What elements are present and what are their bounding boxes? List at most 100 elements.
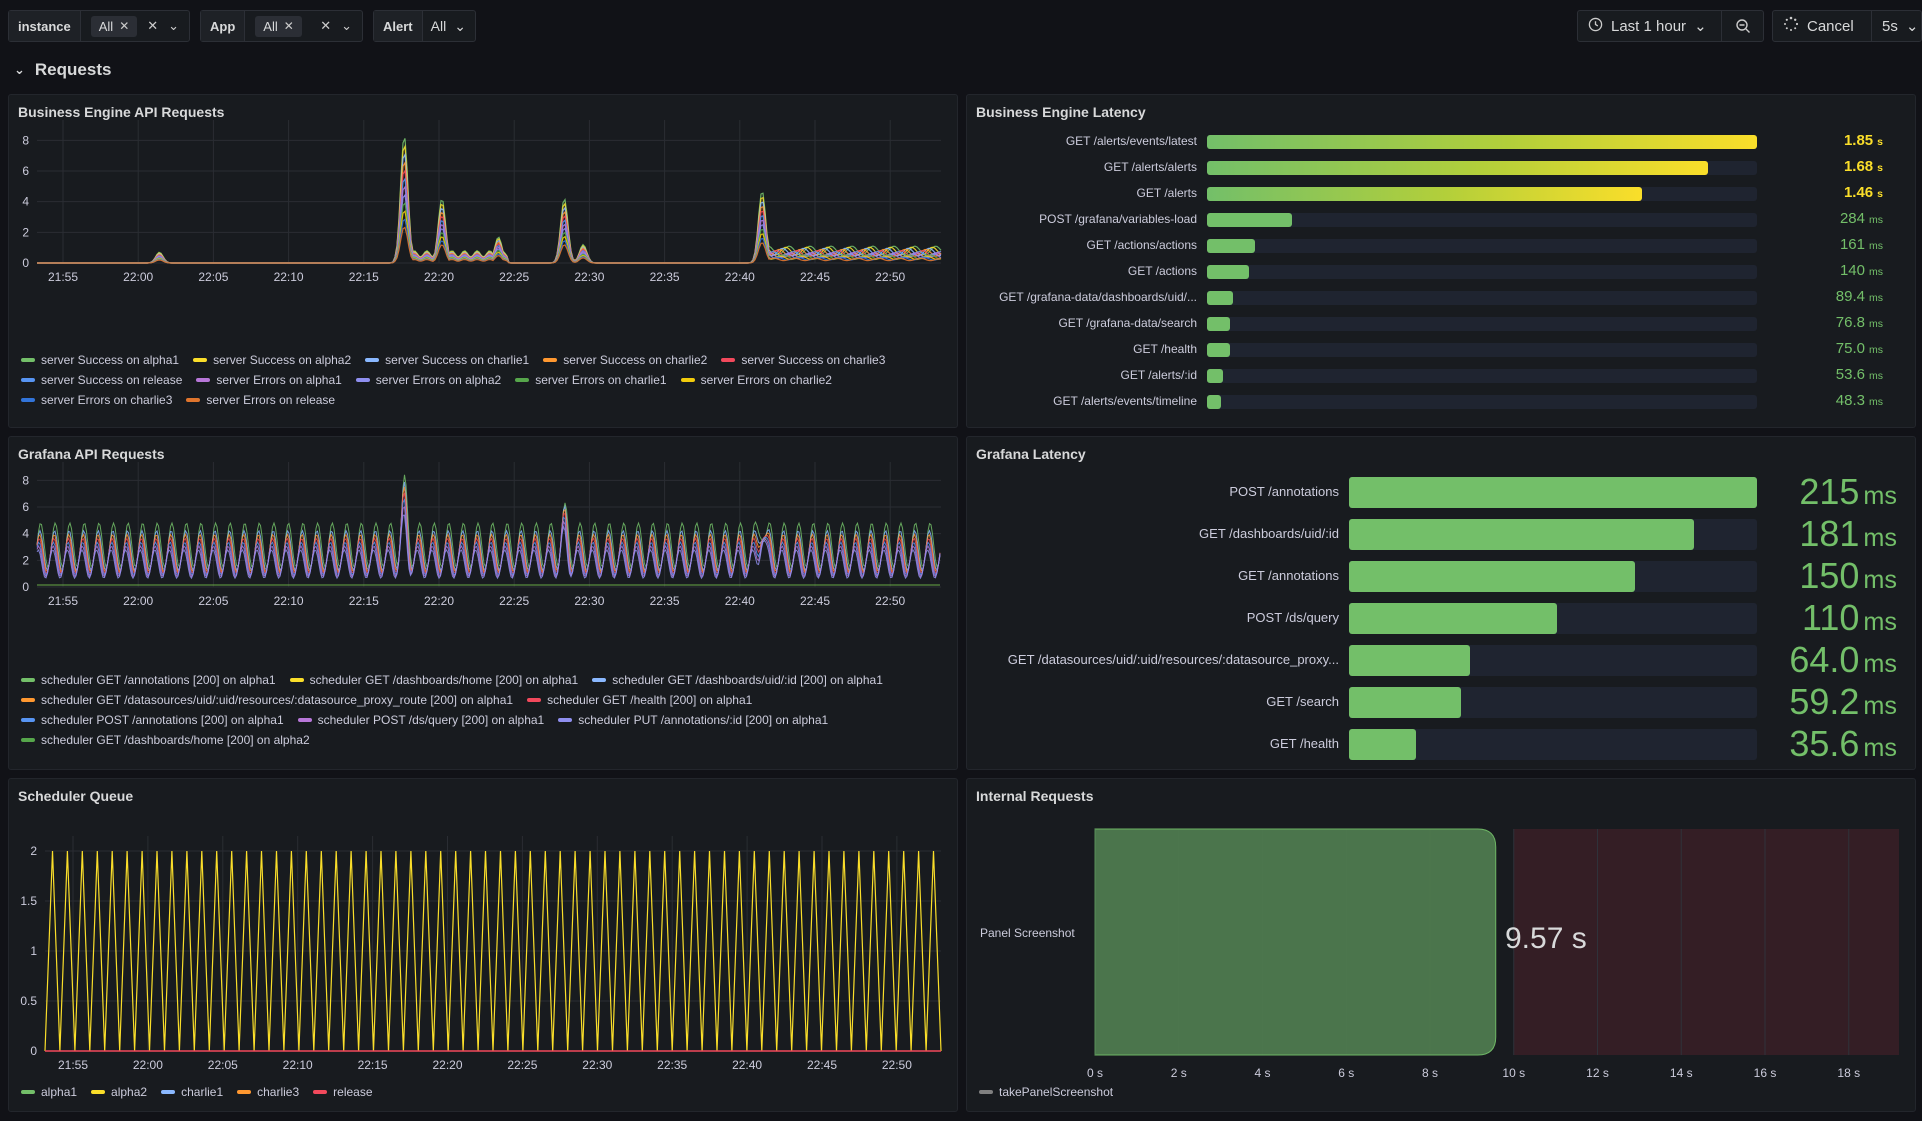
legend-swatch — [289, 678, 304, 682]
bar-value-number: 1.68 — [1843, 158, 1874, 175]
remove-chip-icon[interactable]: ✕ — [119, 19, 130, 33]
bar-gauge-row: GET /dashboards/uid/:id 181 ms — [967, 513, 1915, 554]
time-series-chart: 0 2 4 6 8 21:55 22:00 22:05 22:10 22:15 22:20 22:25… — [22, 120, 942, 284]
bar-label: GET /alerts/events/latest — [1065, 134, 1197, 148]
legend-item[interactable]: server Errors on charlie2 — [680, 373, 832, 387]
refresh-interval-label: 5s — [1882, 17, 1898, 35]
bar-track — [1207, 161, 1757, 175]
chevron-down-icon[interactable]: ⌄ — [341, 18, 352, 33]
remove-chip-icon[interactable]: ✕ — [283, 19, 294, 33]
legend-item[interactable]: server Errors on release — [186, 393, 335, 407]
cancel-button[interactable]: Cancel — [1773, 11, 1871, 41]
chevron-down-icon[interactable]: ⌄ — [168, 18, 179, 33]
legend-item[interactable]: scheduler PUT /annotations/:id [200] on … — [558, 713, 828, 727]
legend-item[interactable]: server Errors on alpha2 — [355, 373, 501, 387]
y-tick-label: 6 — [22, 164, 29, 178]
refresh-picker[interactable]: Cancel 5s ⌄ — [1772, 10, 1922, 42]
chevron-down-icon[interactable]: ⌄ — [14, 62, 25, 77]
legend-item[interactable]: server Success on charlie3 — [721, 353, 885, 367]
panel-scheduler-queue[interactable]: Scheduler Queue 0 0.5 1 1.5 2 21:55 22:00 22:05… — [8, 778, 958, 1112]
bar-value-unit: ms — [1863, 608, 1897, 636]
bar-value-unit: ms — [1869, 396, 1883, 408]
legend-item[interactable]: release — [313, 1085, 373, 1099]
alert-variable-label: Alert — [374, 11, 423, 41]
row-header-requests[interactable]: ⌄ Requests — [14, 60, 111, 80]
legend-label: scheduler POST /annotations [200] on alp… — [41, 713, 284, 727]
legend-item[interactable]: alpha2 — [91, 1085, 147, 1099]
legend-label: server Success on charlie1 — [385, 353, 530, 367]
legend-label: scheduler GET /annotations [200] on alph… — [41, 673, 276, 687]
time-range-picker[interactable]: Last 1 hour ⌄ — [1577, 10, 1764, 42]
bar-label: GET /health — [1133, 342, 1197, 356]
legend-swatch — [365, 358, 380, 362]
alert-variable[interactable]: Alert All ⌄ — [373, 10, 476, 42]
legend-item[interactable]: scheduler GET /dashboards/uid/:id [200] … — [592, 673, 883, 687]
panel-business-engine-latency[interactable]: Business Engine Latency GET /alerts/even… — [966, 94, 1916, 428]
refresh-interval-button[interactable]: 5s ⌄ — [1871, 11, 1921, 41]
zoom-out-button[interactable] — [1721, 11, 1763, 41]
x-tick-label: 22:10 — [283, 1058, 313, 1072]
legend-label: takePanelScreenshot — [999, 1085, 1114, 1099]
spinner-icon — [1783, 16, 1799, 36]
legend-label: server Success on alpha1 — [41, 353, 180, 367]
legend-item[interactable]: charlie3 — [237, 1085, 299, 1099]
legend-item[interactable]: scheduler GET /datasources/uid/:uid/reso… — [21, 693, 513, 707]
time-range-label: Last 1 hour — [1611, 17, 1687, 35]
legend-item[interactable]: server Errors on alpha1 — [196, 373, 342, 387]
bar-value: 64.0 ms — [1789, 639, 1897, 681]
legend-item[interactable]: charlie1 — [161, 1085, 223, 1099]
legend-item[interactable]: server Errors on charlie3 — [21, 393, 172, 407]
bar-value-number: 53.6 — [1835, 366, 1865, 383]
x-tick-label: 22:30 — [574, 270, 604, 284]
legend-label: server Success on alpha2 — [213, 353, 352, 367]
panel-business-engine-api-requests[interactable]: Business Engine API Requests 0 2 4 6 8 21:55 2… — [8, 94, 958, 428]
panel-grafana-api-requests[interactable]: Grafana API Requests 0 2 4 6 8 21:55 22:00 22:0… — [8, 436, 958, 770]
bar-track — [1207, 187, 1757, 201]
instance-variable[interactable]: instance All ✕ ✕ ⌄ — [8, 10, 190, 42]
legend-item[interactable]: server Success on charlie2 — [543, 353, 707, 367]
legend-item[interactable]: scheduler GET /dashboards/home [200] on … — [289, 673, 578, 687]
bar-label: GET /datasources/uid/:uid/resources/:dat… — [1007, 652, 1339, 667]
x-tick-label: 22:35 — [650, 270, 680, 284]
bar-value-unit: ms — [1869, 344, 1883, 356]
legend-label: server Errors on release — [206, 393, 336, 407]
bar-fill — [1349, 561, 1635, 592]
legend-item[interactable]: server Success on alpha1 — [21, 353, 179, 367]
bar-track — [1349, 645, 1757, 676]
instance-chip[interactable]: All ✕ — [90, 15, 138, 37]
x-tick-label: 6 s — [1338, 1066, 1354, 1080]
clear-icon[interactable]: ✕ — [147, 18, 159, 33]
alert-variable-value[interactable]: All ⌄ — [423, 18, 474, 35]
legend-item[interactable]: scheduler GET /annotations [200] on alph… — [21, 673, 276, 687]
x-tick-label: 16 s — [1754, 1066, 1777, 1080]
x-tick-label: 22:10 — [274, 594, 304, 608]
y-tick-label: 8 — [22, 133, 29, 147]
series-line — [37, 226, 942, 264]
bar-value: 1.68 s — [1844, 158, 1883, 175]
bar-label: GET /actions — [1127, 264, 1197, 278]
x-tick-label: 10 s — [1502, 1066, 1525, 1080]
clear-icon[interactable]: ✕ — [320, 18, 332, 33]
bar-label: GET /search — [1266, 694, 1339, 709]
legend-item[interactable]: server Errors on charlie1 — [515, 373, 667, 387]
legend-item[interactable]: server Success on release — [21, 373, 182, 387]
bar-track — [1207, 343, 1757, 357]
legend-item[interactable]: scheduler POST /annotations [200] on alp… — [21, 713, 284, 727]
legend-item[interactable]: server Success on charlie1 — [365, 353, 529, 367]
legend-item[interactable]: scheduler POST /ds/query [200] on alpha1 — [297, 713, 544, 727]
legend-item[interactable]: server Success on alpha2 — [193, 353, 351, 367]
app-chip[interactable]: All ✕ — [255, 15, 302, 37]
legend-label: scheduler PUT /annotations/:id [200] on … — [578, 713, 829, 727]
bar-value: 284 ms — [1840, 210, 1883, 227]
time-range-button[interactable]: Last 1 hour ⌄ — [1578, 11, 1721, 41]
app-variable[interactable]: App All ✕ ✕ ⌄ — [200, 10, 363, 42]
legend-label: scheduler GET /dashboards/uid/:id [200] … — [612, 673, 883, 687]
x-tick-label: 0 s — [1087, 1066, 1103, 1080]
legend-item[interactable]: scheduler GET /health [200] on alpha1 — [527, 693, 752, 707]
legend-item[interactable]: scheduler GET /dashboards/home [200] on … — [21, 733, 310, 747]
legend-item[interactable]: takePanelScreenshot — [979, 1085, 1113, 1099]
panel-internal-requests[interactable]: Internal Requests 0 s 2 s 4 s 6 s 8 s 10 s 12 … — [966, 778, 1916, 1112]
legend-item[interactable]: alpha1 — [21, 1085, 77, 1099]
instance-chip-label: All — [98, 18, 114, 34]
panel-grafana-latency[interactable]: Grafana Latency POST /annotations 215 ms GE… — [966, 436, 1916, 770]
